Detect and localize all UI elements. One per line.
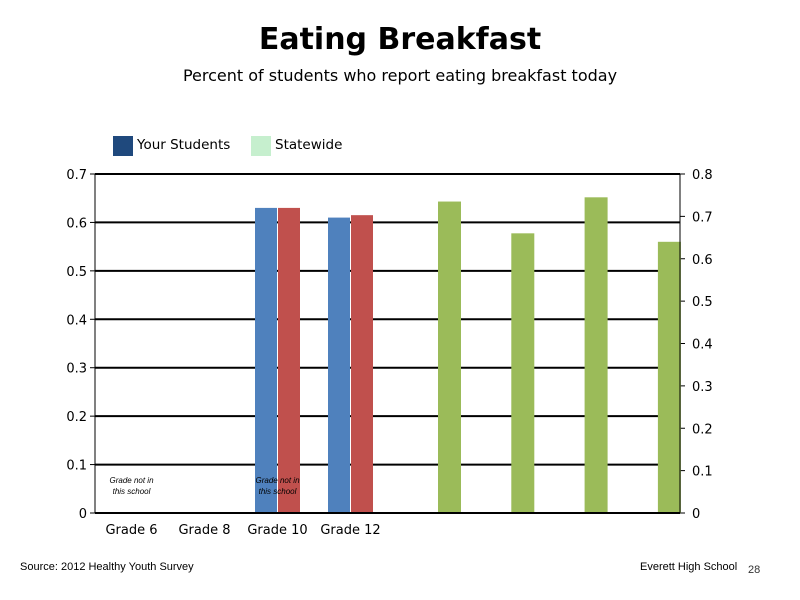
page-number: 28	[748, 564, 761, 576]
right-tick-label: 0.8	[692, 168, 713, 183]
right-tick-label: 0.1	[692, 465, 713, 480]
bar	[328, 217, 350, 514]
right-tick-label: 0.3	[692, 380, 713, 395]
left-tick-label: 0.4	[66, 313, 87, 328]
right-tick-label: 0.4	[692, 338, 713, 353]
right-tick-label: 0.5	[692, 295, 713, 310]
legend-label-statewide: Statewide	[275, 137, 343, 153]
bar	[657, 241, 681, 514]
left-tick-label: 0.1	[66, 459, 87, 474]
category-note: this school	[113, 487, 151, 496]
footer-school-name: Everett High School	[640, 561, 738, 573]
chart-title: Eating Breakfast	[258, 22, 542, 57]
left-tick-label: 0.7	[66, 168, 87, 183]
right-tick-label: 0.7	[692, 210, 713, 225]
left-tick-label: 0.5	[66, 265, 87, 280]
left-tick-label: 0.2	[66, 410, 87, 425]
category-note: this school	[259, 487, 297, 496]
legend-swatch-statewide	[251, 136, 271, 156]
right-tick-label: 0.2	[692, 422, 713, 437]
left-tick-label: 0	[79, 507, 87, 522]
bar	[255, 207, 277, 513]
footer-source: Source: 2012 Healthy Youth Survey	[20, 561, 194, 573]
legend-label-your-students: Your Students	[137, 137, 231, 153]
category-label: Grade 10	[247, 523, 307, 538]
left-tick-label: 0.6	[66, 216, 87, 231]
bar	[278, 207, 300, 513]
category-note: Grade not in	[109, 476, 154, 485]
category-label: Grade 12	[320, 523, 380, 538]
category-note: Grade not in	[255, 476, 300, 485]
bar	[584, 197, 608, 513]
left-tick-label: 0.3	[66, 362, 87, 377]
legend-swatch-your-students	[113, 136, 133, 156]
bar	[351, 215, 373, 513]
category-label: Grade 8	[178, 523, 230, 538]
bar	[511, 233, 535, 513]
bar	[438, 201, 461, 513]
category-label: Grade 6	[105, 523, 157, 538]
chart-subtitle: Percent of students who report eating br…	[182, 66, 618, 85]
right-tick-label: 0	[692, 507, 700, 522]
right-tick-label: 0.6	[692, 253, 713, 268]
